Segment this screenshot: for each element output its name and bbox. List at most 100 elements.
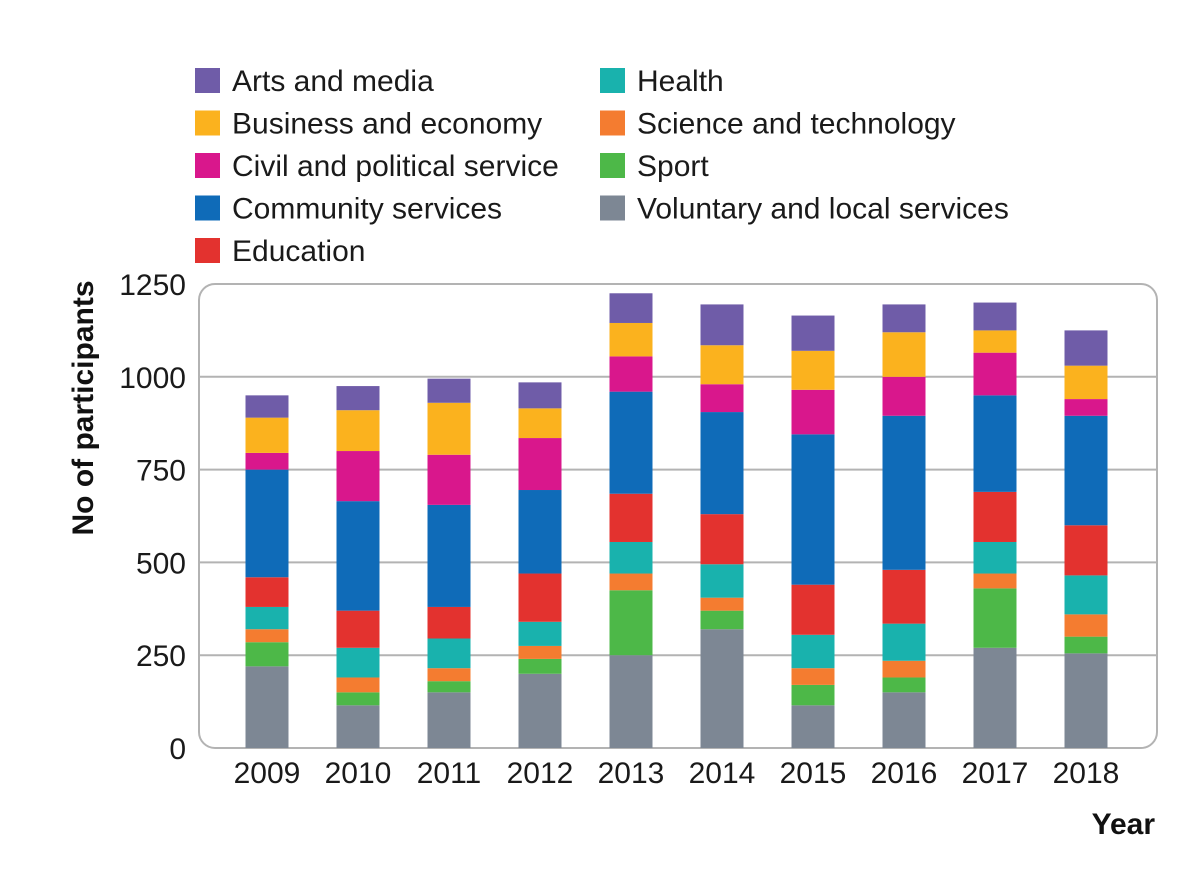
bar-segment [609, 356, 653, 392]
bar-segment [336, 451, 380, 502]
bar-segment [700, 384, 744, 413]
bar-segment [427, 668, 471, 682]
bar-segment [882, 304, 926, 333]
bar-segment [245, 629, 289, 643]
x-tick-label: 2017 [962, 757, 1029, 790]
bar-segment [973, 573, 1017, 589]
bar-segment [518, 382, 562, 409]
bars [245, 293, 1108, 748]
bar-segment [427, 692, 471, 748]
bar-segment [882, 692, 926, 748]
legend-swatch [600, 110, 625, 136]
bar-segment [609, 493, 653, 542]
x-axis-title: Year [1092, 808, 1156, 841]
bar-segment [245, 469, 289, 578]
bar-segment [973, 491, 1017, 542]
bar-segment [700, 345, 744, 385]
bar-segment [700, 514, 744, 565]
bar-segment [245, 395, 289, 418]
bar-segment [427, 504, 471, 607]
bar-segment [245, 606, 289, 630]
y-tick-label: 0 [169, 733, 186, 766]
x-tick-label: 2011 [417, 757, 482, 790]
bar-segment [245, 452, 289, 470]
bar-segment [973, 588, 1017, 648]
bar-segment [609, 541, 653, 574]
y-tick-label: 1250 [119, 269, 186, 302]
bar-segment [518, 658, 562, 674]
legend-swatch [600, 68, 625, 93]
bar-segment [700, 610, 744, 630]
legend-swatch [195, 110, 220, 136]
bar-segment [791, 634, 835, 669]
bar-segment [336, 705, 380, 748]
bar-segment [336, 410, 380, 452]
bar-segment [518, 621, 562, 646]
bar-segment [518, 645, 562, 659]
bar-segment [427, 454, 471, 505]
bar-segment [336, 692, 380, 706]
bar-segment [791, 350, 835, 390]
legend-label: Civil and political service [232, 150, 559, 183]
x-tick-label: 2015 [780, 757, 847, 790]
bar-segment [791, 668, 835, 685]
y-tick-label: 1000 [119, 362, 186, 395]
legend-swatch [195, 68, 220, 93]
bar-segment [427, 402, 471, 455]
x-tick-label: 2013 [598, 757, 665, 790]
legend-swatch [195, 153, 220, 178]
bar-segment [336, 677, 380, 693]
legend-label: Community services [232, 193, 502, 226]
y-axis-ticks: 0 250 500 750 1000 1250 [119, 269, 186, 766]
bar-segment [245, 666, 289, 748]
bar-segment [609, 573, 653, 591]
bar-segment [245, 642, 289, 667]
bar-segment [1064, 614, 1108, 637]
y-axis-title: No of participants [67, 280, 100, 535]
legend-swatch [600, 195, 625, 221]
bar-segment [245, 417, 289, 453]
x-tick-label: 2009 [234, 757, 301, 790]
bar-segment [791, 705, 835, 748]
bar-segment [518, 408, 562, 439]
legend-swatch [195, 238, 220, 263]
bar-segment [1064, 399, 1108, 416]
legend-label: Business and economy [232, 108, 542, 141]
bar-segment [882, 332, 926, 377]
bar-segment [882, 376, 926, 416]
x-tick-label: 2014 [689, 757, 756, 790]
legend-label: Arts and media [232, 65, 434, 98]
bar-segment [700, 304, 744, 346]
bar-segment [336, 610, 380, 648]
bar-segment [791, 389, 835, 435]
bar-segment [609, 293, 653, 323]
bar-segment [609, 322, 653, 357]
bar-segment [245, 577, 289, 607]
bar-segment [973, 330, 1017, 353]
x-tick-label: 2010 [325, 757, 392, 790]
x-tick-label: 2016 [871, 757, 938, 790]
x-tick-label: 2018 [1053, 757, 1120, 790]
bar-segment [973, 395, 1017, 492]
bar-segment [791, 584, 835, 635]
bar-segment [1064, 653, 1108, 748]
bar-segment [1064, 415, 1108, 526]
legend-swatch [600, 153, 625, 178]
legend-label: Sport [637, 150, 709, 183]
bar-segment [427, 638, 471, 669]
legend-label: Education [232, 235, 365, 268]
legend-label: Voluntary and local services [637, 193, 1009, 226]
bar-segment [1064, 365, 1108, 400]
bar-segment [791, 315, 835, 351]
legend: Arts and media Business and economy Civil … [195, 65, 1009, 268]
bar-segment [882, 660, 926, 678]
bar-segment [882, 569, 926, 624]
bar-segment [700, 564, 744, 598]
bar-segment [427, 378, 471, 403]
x-tick-label: 2012 [507, 757, 574, 790]
bar-segment [700, 597, 744, 611]
bar-segment [609, 655, 653, 748]
bar-segment [609, 590, 653, 656]
